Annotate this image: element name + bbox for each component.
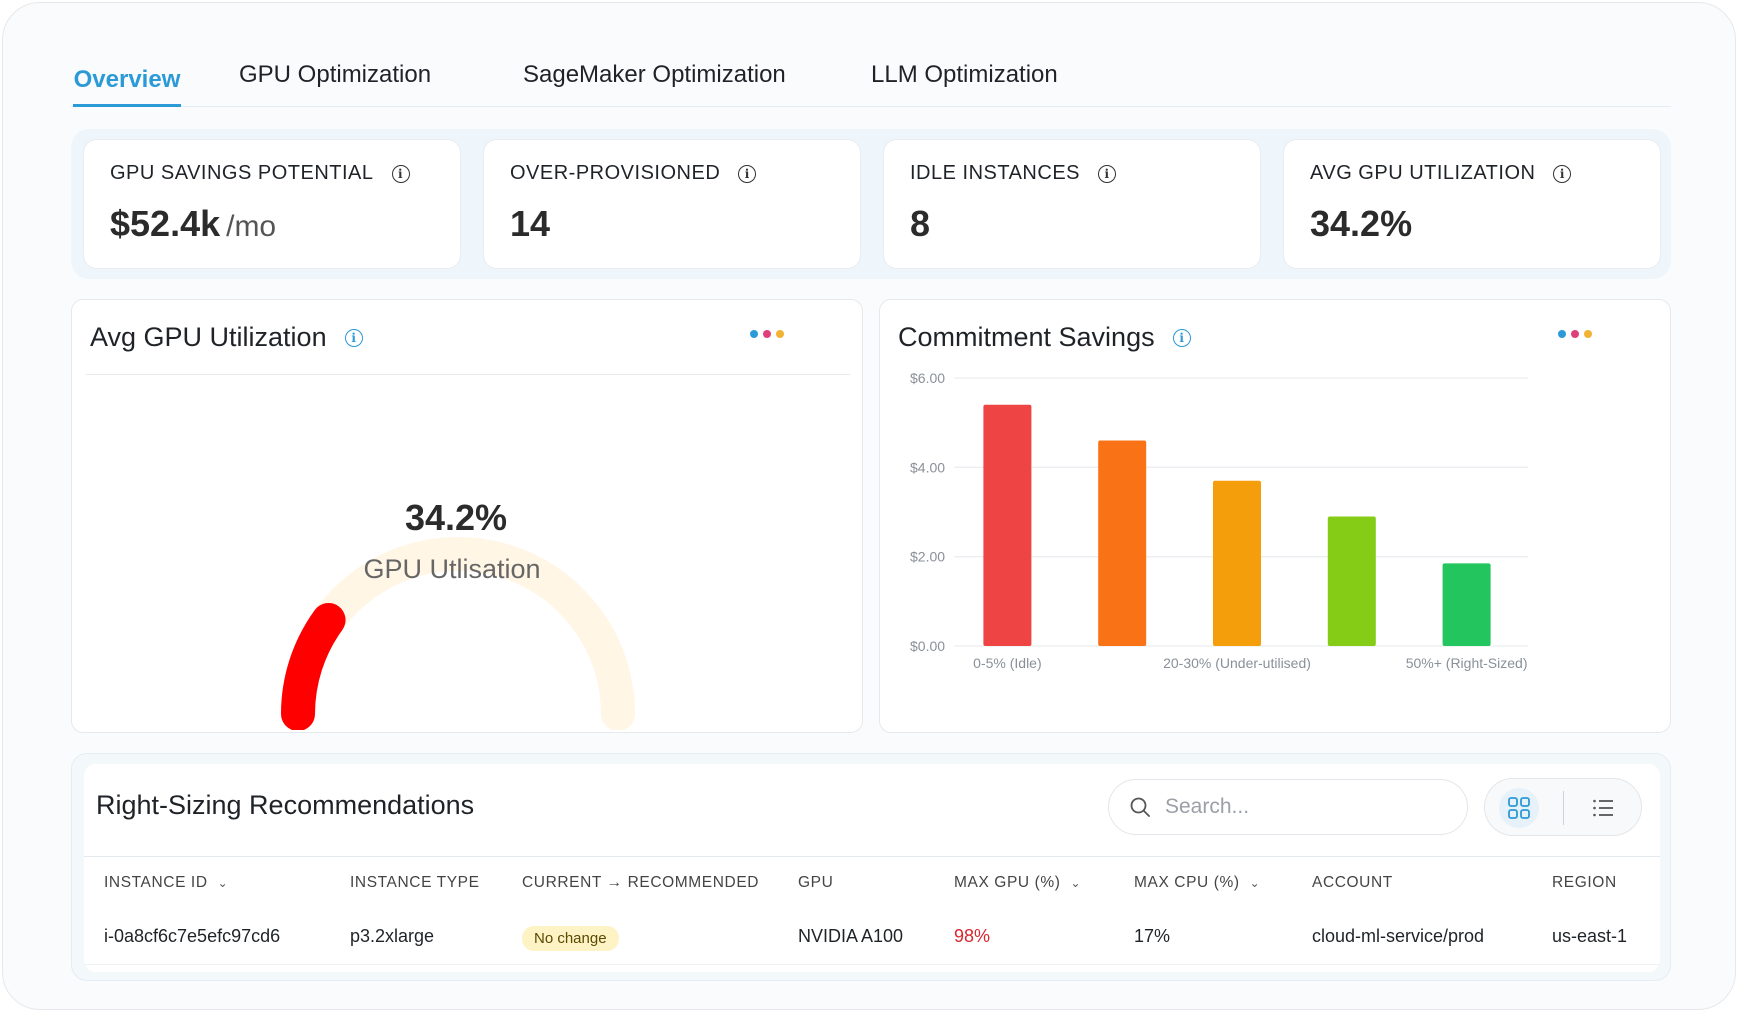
info-icon[interactable]: i xyxy=(1098,164,1116,183)
row-divider xyxy=(84,964,1660,965)
tab-bar: Overview GPU Optimization SageMaker Opti… xyxy=(71,43,1671,107)
cell-max-cpu: 17% xyxy=(1134,926,1171,946)
bar[interactable] xyxy=(1327,516,1376,646)
more-dots-icon[interactable] xyxy=(750,330,784,338)
table-header-divider xyxy=(84,856,1660,857)
kpi-value: 34.2% xyxy=(1310,203,1413,244)
x-tick-label: 50%+ (Right-Sized) xyxy=(1406,655,1528,671)
more-dots-icon[interactable] xyxy=(1558,330,1592,338)
bar[interactable] xyxy=(983,404,1032,646)
tab-gpu-optimization[interactable]: GPU Optimization xyxy=(239,43,431,107)
commitment-savings-card: Commitment Savings i $0.00 $2.00 $4.00 $6.00… xyxy=(879,299,1671,733)
kpi-value: 8 xyxy=(910,203,931,244)
column-header-recommendation: CURRENT → RECOMMENDED xyxy=(522,874,760,891)
info-icon[interactable]: i xyxy=(1553,164,1572,183)
info-icon[interactable]: i xyxy=(738,164,757,183)
column-header-max-cpu[interactable]: MAX CPU (%) ⌄ xyxy=(1134,874,1261,891)
info-icon[interactable]: i xyxy=(391,164,410,183)
view-toggle-divider xyxy=(1563,791,1564,825)
gauge-value: 34.2% xyxy=(405,497,507,538)
kpi-card-avg-gpu-utilization: AVG GPU UTILIZATION i 34.2% xyxy=(1283,139,1661,269)
column-header-instance-id[interactable]: INSTANCE ID ⌄ xyxy=(104,874,229,891)
x-tick-label: 20-30% (Under-utilised) xyxy=(1163,655,1311,671)
grid-view-button[interactable] xyxy=(1499,788,1539,828)
card-divider xyxy=(86,374,850,375)
list-view-icon xyxy=(1593,799,1613,817)
grid-view-icon xyxy=(1508,797,1530,819)
cell-gpu: NVIDIA A100 xyxy=(798,926,904,946)
y-tick-label: $4.00 xyxy=(910,459,945,475)
gauge-caption: GPU Utlisation xyxy=(363,554,540,584)
kpi-label: GPU SAVINGS POTENTIAL xyxy=(110,162,374,184)
search-field[interactable] xyxy=(1108,779,1468,835)
menu-dot xyxy=(1584,330,1592,338)
menu-dot xyxy=(763,330,771,338)
cell-region: us-east-1 xyxy=(1552,926,1628,946)
kpi-label: IDLE INSTANCES xyxy=(910,162,1080,184)
column-header-region: REGION xyxy=(1552,874,1617,891)
view-toggle xyxy=(1484,778,1642,836)
x-tick-label: 0-5% (Idle) xyxy=(973,655,1041,671)
column-header-gpu: GPU xyxy=(798,874,834,891)
bar[interactable] xyxy=(1098,440,1147,646)
gauge-chart: 34.2% GPU Utlisation xyxy=(281,497,635,730)
kpi-card-gpu-savings: GPU SAVINGS POTENTIAL i $52.4k/mo xyxy=(83,139,461,269)
kpi-card-idle-instances: IDLE INSTANCES i 8 xyxy=(883,139,1261,269)
list-view-button[interactable] xyxy=(1583,788,1623,828)
chevron-down-icon: ⌄ xyxy=(217,876,229,890)
menu-dot xyxy=(1558,330,1566,338)
cell-instance-id[interactable]: i-0a8cf6c7e5efc97cd6 xyxy=(104,926,281,946)
chevron-down-icon: ⌄ xyxy=(1249,876,1261,890)
y-tick-label: $6.00 xyxy=(910,370,945,386)
kpi-value: 14 xyxy=(510,203,551,244)
avg-gpu-utilization-card: Avg GPU Utilization i 34.2% GPU Utlisatio… xyxy=(71,299,863,733)
kpi-value: $52.4k xyxy=(110,203,221,244)
right-sizing-section: Right-Sizing Recommendations xyxy=(71,753,1671,981)
gauge-fill xyxy=(281,602,346,730)
menu-dot xyxy=(750,330,758,338)
kpi-strip: GPU SAVINGS POTENTIAL i $52.4k/mo OVER-PR… xyxy=(71,129,1671,279)
kpi-card-over-provisioned: OVER-PROVISIONED i 14 xyxy=(483,139,861,269)
kpi-label: AVG GPU UTILIZATION xyxy=(1310,162,1536,184)
card-title: Commitment Savings xyxy=(898,322,1155,352)
table-title: Right-Sizing Recommendations xyxy=(96,790,475,820)
column-header-instance-type: INSTANCE TYPE xyxy=(350,874,480,891)
bar[interactable] xyxy=(1442,563,1491,646)
commitment-savings-chart: $0.00 $2.00 $4.00 $6.00 0-5% (Idle) 20-30% (U… xyxy=(910,370,1528,671)
menu-dot xyxy=(776,330,784,338)
chevron-down-icon: ⌄ xyxy=(1070,876,1082,890)
column-header-max-gpu[interactable]: MAX GPU (%) ⌄ xyxy=(954,874,1082,891)
right-sizing-table: Right-Sizing Recommendations xyxy=(84,764,1660,972)
search-input[interactable] xyxy=(1165,795,1425,819)
recommendation-badge: No change xyxy=(522,926,619,951)
y-tick-label: $2.00 xyxy=(910,549,945,565)
cell-account: cloud-ml-service/prod xyxy=(1312,926,1485,946)
cell-max-gpu: 98% xyxy=(954,926,991,946)
cell-instance-type: p3.2xlarge xyxy=(350,926,435,946)
tab-llm-optimization[interactable]: LLM Optimization xyxy=(871,43,1058,107)
column-header-account: ACCOUNT xyxy=(1312,874,1393,891)
kpi-unit: /mo xyxy=(226,210,277,243)
card-title: Avg GPU Utilization xyxy=(90,322,327,352)
bar[interactable] xyxy=(1213,480,1261,646)
tab-sagemaker-optimization[interactable]: SageMaker Optimization xyxy=(523,43,786,107)
tab-overview[interactable]: Overview xyxy=(73,43,181,107)
info-icon[interactable]: i xyxy=(1172,328,1191,347)
menu-dot xyxy=(1571,330,1579,338)
kpi-label: OVER-PROVISIONED xyxy=(510,162,721,184)
info-icon[interactable]: i xyxy=(344,328,363,347)
search-icon xyxy=(1130,797,1150,817)
y-tick-label: $0.00 xyxy=(910,638,945,654)
